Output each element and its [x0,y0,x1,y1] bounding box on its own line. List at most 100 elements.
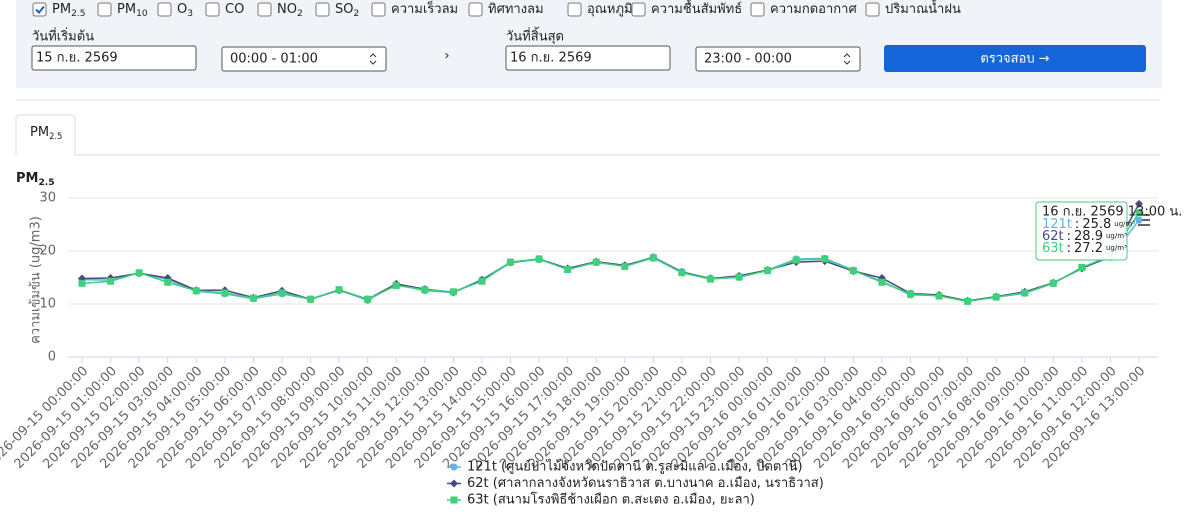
check-mark [35,5,45,14]
tooltip-title: 16 ก.ย. 2569 13:00 น. [1042,205,1182,220]
tooltip-series: 62t [1042,229,1064,244]
filter-label: ความชื้นสัมพัทธ์ [651,0,742,17]
checkbox[interactable] [97,2,112,17]
time-select[interactable] [221,46,387,72]
point [992,293,1000,301]
date-value: 16 ก.ย. 2569 [510,51,592,66]
point [535,255,543,263]
checkbox[interactable] [32,2,47,17]
checkbox[interactable] [750,2,765,17]
filter-label: PM10 [117,2,148,19]
filter-checkbox[interactable]: ความกดอากาศ [750,2,857,17]
point [621,262,629,270]
point [678,269,686,277]
checkbox[interactable] [371,2,386,17]
filter-label-main: PM [52,2,71,17]
point [1135,209,1143,217]
checkbox[interactable] [157,2,172,17]
date-input[interactable] [505,45,671,71]
legend-item[interactable]: 63t (สนามโรงพิธีช้างเผือก ต.สะเตง อ.เมือ… [447,492,755,508]
filter-label-main: ความชื้นสัมพัทธ์ [651,0,742,17]
tooltip-row: 63t:27.2 ug/m³ [1042,241,1127,256]
date-input[interactable] [31,45,197,71]
point [135,269,143,277]
checkbox[interactable] [567,2,582,17]
point [478,277,486,285]
point [421,286,429,294]
chart-title: PM2.5 [16,171,55,188]
tab-label-main: PM [30,125,49,140]
submit-label[interactable]: ตรวจสอบ → [980,52,1049,67]
legend-label: 121t (ศูนย์ป่าไม้จังหวัดปัตตานี ต.รูสะมิ… [467,459,803,475]
submit-button[interactable] [884,45,1146,72]
point [192,287,200,295]
filter-label: ความเร็วลม [391,0,458,17]
checkbox[interactable] [865,2,880,17]
filter-label: ปริมาณน้ำฝน [885,0,961,17]
filter-label-main: ทิศทางลม [488,2,544,17]
filter-checkbox[interactable]: NO2 [257,2,303,19]
checkbox[interactable] [257,2,272,17]
series-line [81,212,1140,303]
filter-label-main: CO [225,2,244,17]
point [449,288,457,296]
legend-symbol [450,496,458,504]
tooltip-sep: : [1075,217,1079,232]
time-select[interactable] [695,46,861,72]
filter-label: NO2 [277,2,303,19]
filter-checkbox[interactable]: ทิศทางลม [468,2,544,17]
checkbox[interactable] [205,2,220,17]
select-arrows [843,53,851,65]
filter-label-sub: 10 [136,9,148,19]
filter-checkbox[interactable]: PM10 [97,2,148,19]
point [107,277,115,285]
tooltip-unit: ug/m³ [1114,220,1135,228]
point [849,267,857,275]
series-line [81,219,1140,302]
point [564,266,572,274]
legend-symbol [450,479,458,488]
filter-checkbox[interactable]: ความเร็วลม [371,0,458,17]
filter-label-main: SO [335,2,353,17]
filter-label-sub: 2 [297,9,303,19]
point [735,273,743,281]
filter-checkbox[interactable]: ความชื้นสัมพัทธ์ [631,0,742,17]
checkbox[interactable] [315,2,330,17]
point [278,289,286,297]
filter-checkbox[interactable]: CO [205,2,244,17]
filter-checkbox[interactable]: O3 [157,2,193,19]
point [878,278,886,286]
point [392,281,400,289]
series [78,199,1143,305]
filter-checkbox[interactable]: PM2.5 [32,2,86,19]
point [1021,289,1029,297]
legend-item[interactable]: 121t (ศูนย์ป่าไม้จังหวัดปัตตานี ต.รูสะมิ… [447,459,803,475]
tooltip-value: 25.8 [1082,217,1111,232]
series [78,209,1143,305]
tooltip-value: 27.2 [1074,241,1103,256]
time-value: 00:00 - 01:00 [230,52,318,67]
point [507,258,515,266]
tooltip-series: 121t [1042,217,1072,232]
point [1135,199,1143,208]
filter-label: ทิศทางลม [488,2,544,17]
filter-label-main: ปริมาณน้ำฝน [885,0,961,17]
tab[interactable]: PM2.5 [30,125,62,141]
series [78,216,1143,305]
legend-label: 63t (สนามโรงพิธีช้างเผือก ต.สะเตง อ.เมือ… [467,492,755,508]
filter-checkbox[interactable]: ปริมาณน้ำฝน [865,0,961,17]
filter-checkbox[interactable]: อุณหภูมิ [567,2,633,17]
point [706,275,714,283]
tooltip-row: 62t:28.9 ug/m³ [1042,229,1127,244]
filter-label-main: ความเร็วลม [391,0,458,17]
checkbox[interactable] [631,2,646,17]
date-label: วันที่เริ่มต้น [32,28,94,45]
point [307,295,315,303]
filter-checkbox[interactable]: SO2 [315,2,359,19]
point [906,290,914,298]
checkbox[interactable] [468,2,483,17]
point [1135,216,1143,224]
legend-item[interactable]: 62t (ศาลากลางจังหวัดนราธิวาส ต.บางนาค อ.… [447,475,824,491]
filter-label-sub: 2.5 [71,9,85,19]
